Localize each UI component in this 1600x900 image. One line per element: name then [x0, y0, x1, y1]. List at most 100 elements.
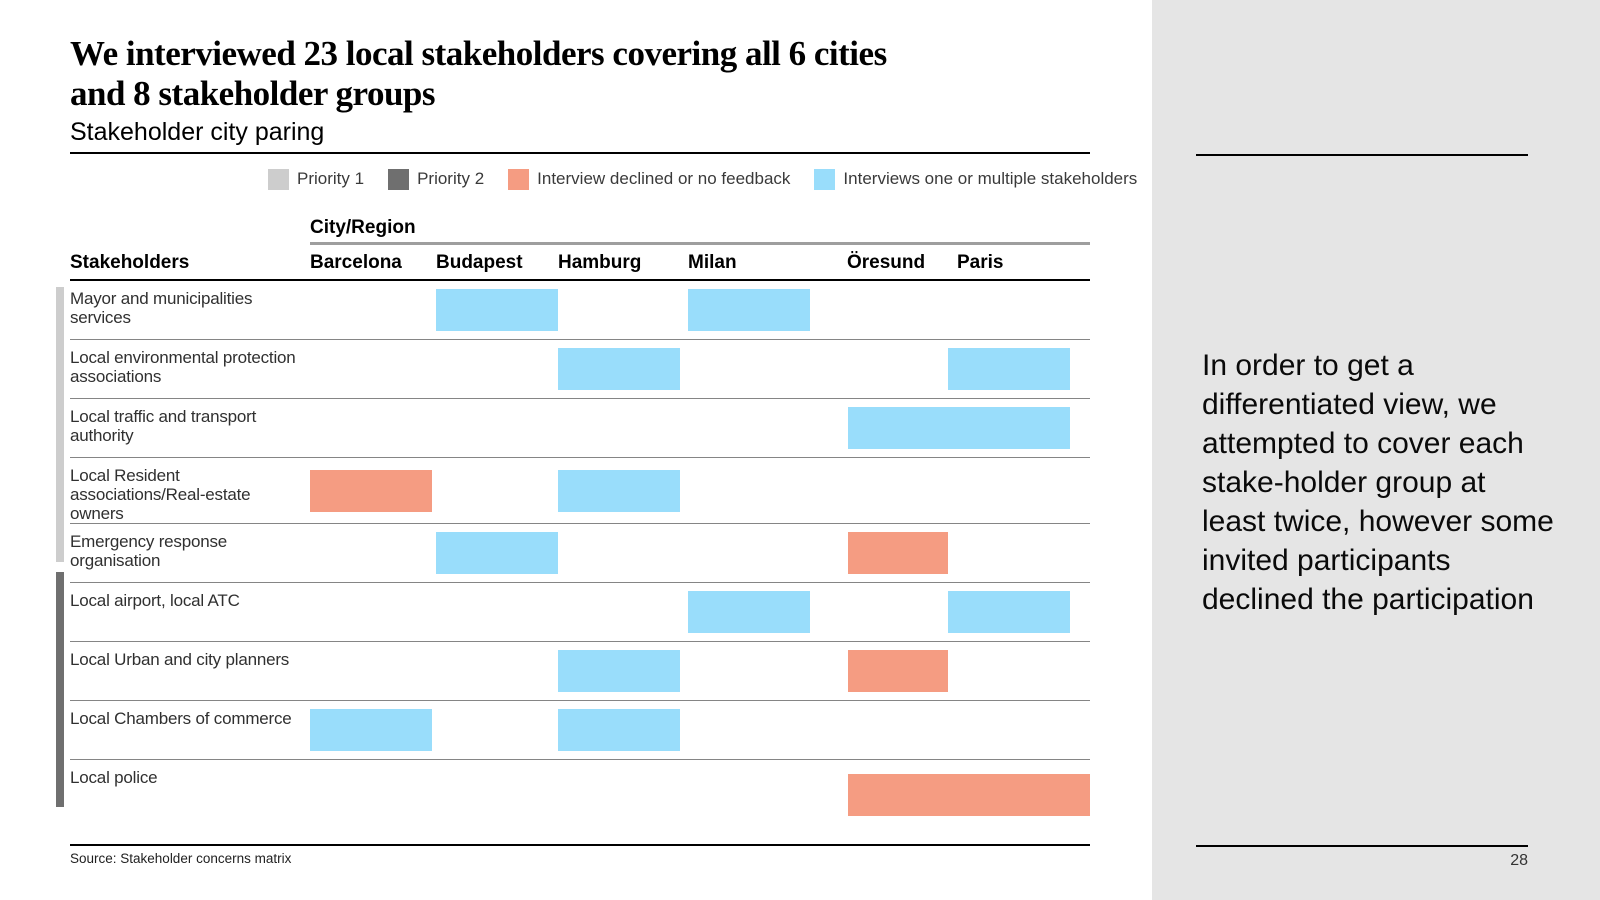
cell-slot-oresund	[830, 399, 948, 457]
row-label: Mayor and municipalities services	[70, 289, 253, 327]
cell-slot-paris	[948, 583, 1090, 641]
table-row: Mayor and municipalities services	[70, 281, 1090, 339]
declined-cell	[848, 774, 1090, 816]
declined-cell	[848, 532, 948, 574]
table-row: Emergency response organisation	[70, 523, 1090, 582]
interview-cell	[948, 407, 1070, 449]
cell-slot-budapest	[436, 760, 558, 830]
row-label: Local traffic and transport authority	[70, 407, 257, 445]
interview-cell	[436, 532, 558, 574]
cell-slot-hamburg	[558, 701, 688, 759]
column-header-oresund: Öresund	[847, 252, 926, 273]
cell-slot-budapest	[436, 583, 558, 641]
slide-subtitle: Stakeholder city paring	[70, 118, 325, 146]
cell-slot-oresund	[830, 340, 948, 398]
cell-slot-budapest	[436, 458, 558, 523]
city-region-header: City/Region	[310, 217, 416, 238]
stakeholders-header: Stakeholders	[70, 252, 190, 273]
matrix-body: Mayor and municipalities services Local e…	[56, 281, 1090, 830]
table-row: Local environmental protection associati…	[70, 339, 1090, 398]
cell-slot-hamburg	[558, 760, 688, 830]
declined-cell	[848, 650, 948, 692]
column-header-hamburg: Hamburg	[558, 252, 642, 273]
table-row: Local Resident associations/Real-estate …	[70, 457, 1090, 523]
interview-cell	[436, 289, 558, 331]
cell-slot-milan	[688, 458, 830, 523]
title-line-1: We interviewed 23 local stakeholders cov…	[70, 34, 887, 73]
slide-title: We interviewed 23 local stakeholders cov…	[70, 34, 1090, 114]
source-note: Source: Stakeholder concerns matrix	[70, 851, 292, 866]
cell-slot-oresund	[830, 458, 948, 523]
cell-slot-milan	[688, 281, 830, 339]
legend-label: Priority 2	[417, 169, 485, 188]
cell-slot-paris	[948, 458, 1090, 523]
sidebar-bottom-rule	[1196, 845, 1528, 847]
row-label: Local environmental protection associati…	[70, 348, 296, 386]
legend-item-interviews: Interviews one or multiple stakeholders	[814, 168, 1137, 190]
cell-slot-barcelona	[310, 701, 436, 759]
row-label: Emergency response organisation	[70, 532, 228, 570]
cell-slot-barcelona	[310, 340, 436, 398]
cell-slot-oresund	[830, 760, 1090, 830]
legend-label: Priority 1	[297, 169, 365, 188]
priority-2-bar	[56, 572, 64, 807]
cell-slot-budapest	[436, 701, 558, 759]
cell-slot-barcelona	[310, 281, 436, 339]
cell-slot-budapest	[436, 399, 558, 457]
cell-slot-budapest	[436, 642, 558, 700]
interview-cell	[688, 591, 810, 633]
interview-cell	[558, 469, 680, 512]
interview-cell	[948, 591, 1070, 633]
city-region-underline	[310, 242, 1090, 245]
legend-item-declined: Interview declined or no feedback	[508, 168, 791, 190]
cell-slot-paris	[948, 642, 1090, 700]
row-label: Local airport, local ATC	[70, 591, 240, 610]
cell-slot-barcelona	[310, 642, 436, 700]
column-header-barcelona: Barcelona	[310, 252, 402, 273]
priority1-swatch	[268, 168, 289, 190]
interview-cell	[848, 407, 948, 449]
cell-slot-barcelona	[310, 524, 436, 582]
cell-slot-milan	[688, 340, 830, 398]
declined-cell	[310, 469, 432, 512]
row-label: Local Urban and city planners	[70, 650, 290, 669]
cell-slot-hamburg	[558, 642, 688, 700]
cell-slot-oresund	[830, 701, 948, 759]
row-label: Local Resident associations/Real-estate …	[70, 466, 251, 523]
cell-slot-budapest	[436, 281, 558, 339]
cell-slot-oresund	[830, 281, 948, 339]
cell-slot-paris	[948, 281, 1090, 339]
cell-slot-hamburg	[558, 340, 688, 398]
interview-cell	[558, 709, 680, 751]
cell-slot-milan	[688, 642, 830, 700]
table-row: Local Urban and city planners	[70, 641, 1090, 700]
subtitle-divider	[70, 152, 1090, 154]
interview-cell	[558, 348, 680, 390]
cell-slot-barcelona	[310, 458, 436, 523]
sidebar-note: In order to get a differentiated view, w…	[1202, 349, 1554, 616]
cell-slot-budapest	[436, 340, 558, 398]
column-header-paris: Paris	[957, 252, 1004, 273]
legend-label: Interview declined or no feedback	[537, 169, 791, 188]
legend-item-priority1: Priority 1	[268, 168, 365, 190]
cell-slot-milan	[688, 760, 830, 830]
cell-slot-hamburg	[558, 524, 688, 582]
title-line-2: and 8 stakeholder groups	[70, 74, 436, 113]
sidebar-top-rule	[1196, 154, 1528, 156]
column-header-milan: Milan	[688, 252, 737, 273]
cell-slot-milan	[688, 583, 830, 641]
declined-swatch	[508, 168, 530, 190]
table-row: Local Chambers of commerce	[70, 700, 1090, 759]
interviews-swatch	[814, 168, 836, 190]
cell-slot-barcelona	[310, 399, 436, 457]
cell-slot-oresund	[830, 642, 948, 700]
row-label: Local Chambers of commerce	[70, 709, 292, 728]
cell-slot-hamburg	[558, 281, 688, 339]
cell-slot-paris	[948, 701, 1090, 759]
cell-slot-milan	[688, 399, 830, 457]
cell-slot-milan	[688, 701, 830, 759]
interview-cell	[948, 348, 1070, 390]
table-header: Stakeholders Barcelona Budapest Hamburg …	[70, 245, 1090, 281]
cell-slot-hamburg	[558, 458, 688, 523]
cell-slot-paris	[948, 340, 1090, 398]
